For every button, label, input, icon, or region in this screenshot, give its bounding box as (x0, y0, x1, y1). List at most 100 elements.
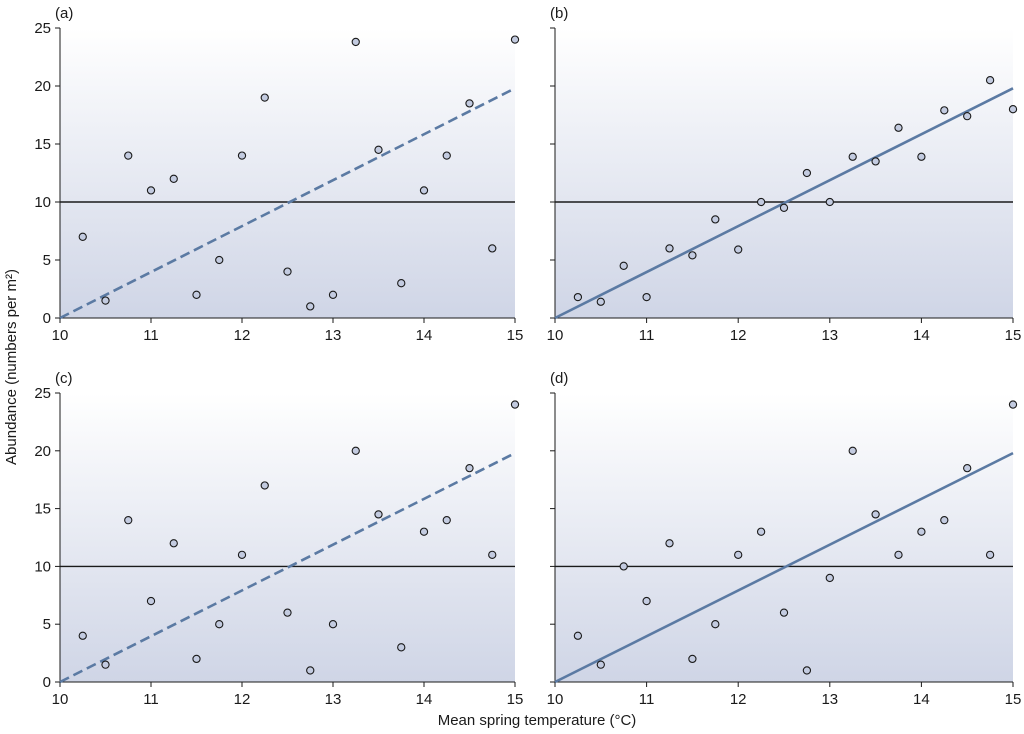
panel-a-data-point (328, 290, 338, 299)
panel-c-data-point (510, 400, 520, 409)
panel-b-x-tick-label: 14 (913, 327, 930, 344)
panel-d-data-point (711, 620, 720, 629)
panel-b-data-point (596, 297, 605, 306)
panel-c-data-point (397, 643, 406, 652)
panel-c-y-tick-label: 25 (34, 385, 51, 402)
panel-a-data-point (510, 35, 520, 44)
panel-a-data-point (488, 244, 497, 253)
panel-c-data-point (146, 596, 156, 606)
panel-a-x-tick-label: 15 (507, 327, 524, 344)
panel-b-data-point (619, 261, 628, 270)
panel-d-plot-area (555, 393, 1013, 682)
panel-d-data-point (779, 608, 789, 617)
panel-d-data-point (802, 666, 812, 675)
x-axis-title: Mean spring temperature (°C) (438, 712, 637, 729)
panel-a-label: (a) (55, 5, 73, 22)
panel-d-data-point (985, 550, 995, 559)
panel-c-data-point (419, 527, 429, 536)
panel-b-x-tick-label: 13 (821, 327, 838, 344)
panel-a-x-tick-label: 12 (234, 327, 251, 344)
panel-c-label: (c) (55, 370, 73, 387)
panel-d-label: (d) (550, 370, 568, 387)
panel-c-data-point (306, 666, 315, 675)
panel-a-data-point (78, 232, 87, 241)
panel-b-fit-line (554, 87, 1014, 320)
panel-d-data-point (848, 446, 857, 455)
panel-c-data-point (374, 510, 383, 519)
panel-a-data-point (306, 302, 315, 311)
panel-d-data-point (871, 510, 880, 519)
panel-b-data-point (802, 168, 812, 178)
panel-d-x-tick-label: 10 (547, 691, 564, 708)
panel-a-data-point (237, 151, 247, 160)
panel-a-y-tick-label: 15 (34, 136, 51, 153)
panel-a-data-point (283, 267, 292, 276)
panel-c-data-point (465, 463, 474, 473)
panel-d-data-point (596, 660, 605, 669)
panel-b-data-point (756, 197, 766, 207)
panel-a: 0 5 10 15 20 25 10 11 12 13 14 15 (a) (34, 5, 523, 344)
panel-a-data-point (397, 279, 406, 288)
panel-c-data-point (78, 631, 87, 640)
panel-c-x-tick-label: 10 (52, 691, 69, 708)
panel-a-data-point (124, 151, 133, 160)
panel-c-data-point (260, 481, 269, 490)
panel-c-x-tick-label: 12 (234, 691, 251, 708)
panel-b-data-point (825, 197, 834, 207)
panel-c-x-tick-label: 13 (325, 691, 342, 708)
panel-c-x-tick-label: 11 (143, 691, 159, 708)
panel-d-x-tick-label: 14 (913, 691, 930, 708)
panel-c-data-point (237, 550, 247, 559)
panel-d-data-point (917, 527, 926, 536)
panel-d-data-point (688, 654, 697, 664)
panel-a-data-point (215, 255, 224, 265)
panel-c-fit-line (59, 451, 516, 684)
panel-a-data-point (260, 93, 269, 102)
panel-b-data-point (894, 123, 903, 132)
panel-b-x-tick-label: 11 (639, 327, 655, 344)
panel-d-data-point (825, 573, 834, 583)
panel-b-data-point (940, 106, 949, 115)
panel-a-y-tick-label: 25 (34, 20, 51, 37)
y-axis-title: Abundance (numbers per m²) (3, 269, 20, 465)
panel-c-data-point (124, 516, 133, 525)
panel-c-data-point (169, 539, 178, 548)
panel-b-data-point (848, 152, 857, 161)
panel-a-fit-line (59, 87, 516, 320)
panel-d-data-point (756, 527, 766, 536)
panel-d-x-tick-label: 15 (1005, 691, 1022, 708)
panels-layer: 0 5 10 15 20 25 10 11 12 13 14 15 (a) 10 11 12 13 14 15 (b)… (34, 5, 1021, 708)
panel-a-x-tick-label: 11 (143, 327, 159, 344)
panel-b-data-point (665, 244, 674, 253)
panel-d-data-point (734, 550, 743, 559)
panel-a-x-tick-label: 13 (325, 327, 342, 344)
panel-b-label: (b) (550, 5, 568, 22)
panel-b-data-point (711, 215, 720, 224)
panel-b-data-point (1008, 105, 1018, 114)
panel-c-data-point (101, 660, 110, 669)
panel-d-x-tick-label: 11 (639, 691, 655, 708)
panel-d-x-tick-label: 12 (730, 691, 747, 708)
panel-b-data-point (642, 292, 651, 302)
panel-d-data-point (940, 516, 949, 525)
panel-d-data-point (894, 550, 903, 559)
panel-b-data-point (963, 112, 972, 121)
panel-c-data-point (442, 516, 451, 525)
panel-a-y-tick-label: 5 (43, 252, 51, 269)
panel-d-data-point (665, 539, 674, 548)
panel-b-data-point (688, 251, 697, 260)
panel-b-x-tick-label: 15 (1005, 327, 1022, 344)
panel-c-x-tick-label: 15 (507, 691, 524, 708)
panel-c: 0 5 10 15 20 25 10 11 12 13 14 15 (c) (34, 370, 523, 708)
panel-a-data-point (419, 186, 429, 195)
panel-b-data-point (734, 245, 743, 254)
panel-b-x-tick-label: 10 (547, 327, 564, 344)
panel-d-data-point (963, 463, 972, 473)
panel-a-data-point (374, 145, 383, 154)
panel-d-data-point (573, 631, 583, 640)
panel-c-y-tick-label: 10 (34, 558, 51, 575)
panel-c-data-point (351, 446, 360, 455)
panel-c-y-tick-label: 0 (43, 674, 51, 691)
panel-c-y-tick-label: 15 (34, 501, 51, 518)
